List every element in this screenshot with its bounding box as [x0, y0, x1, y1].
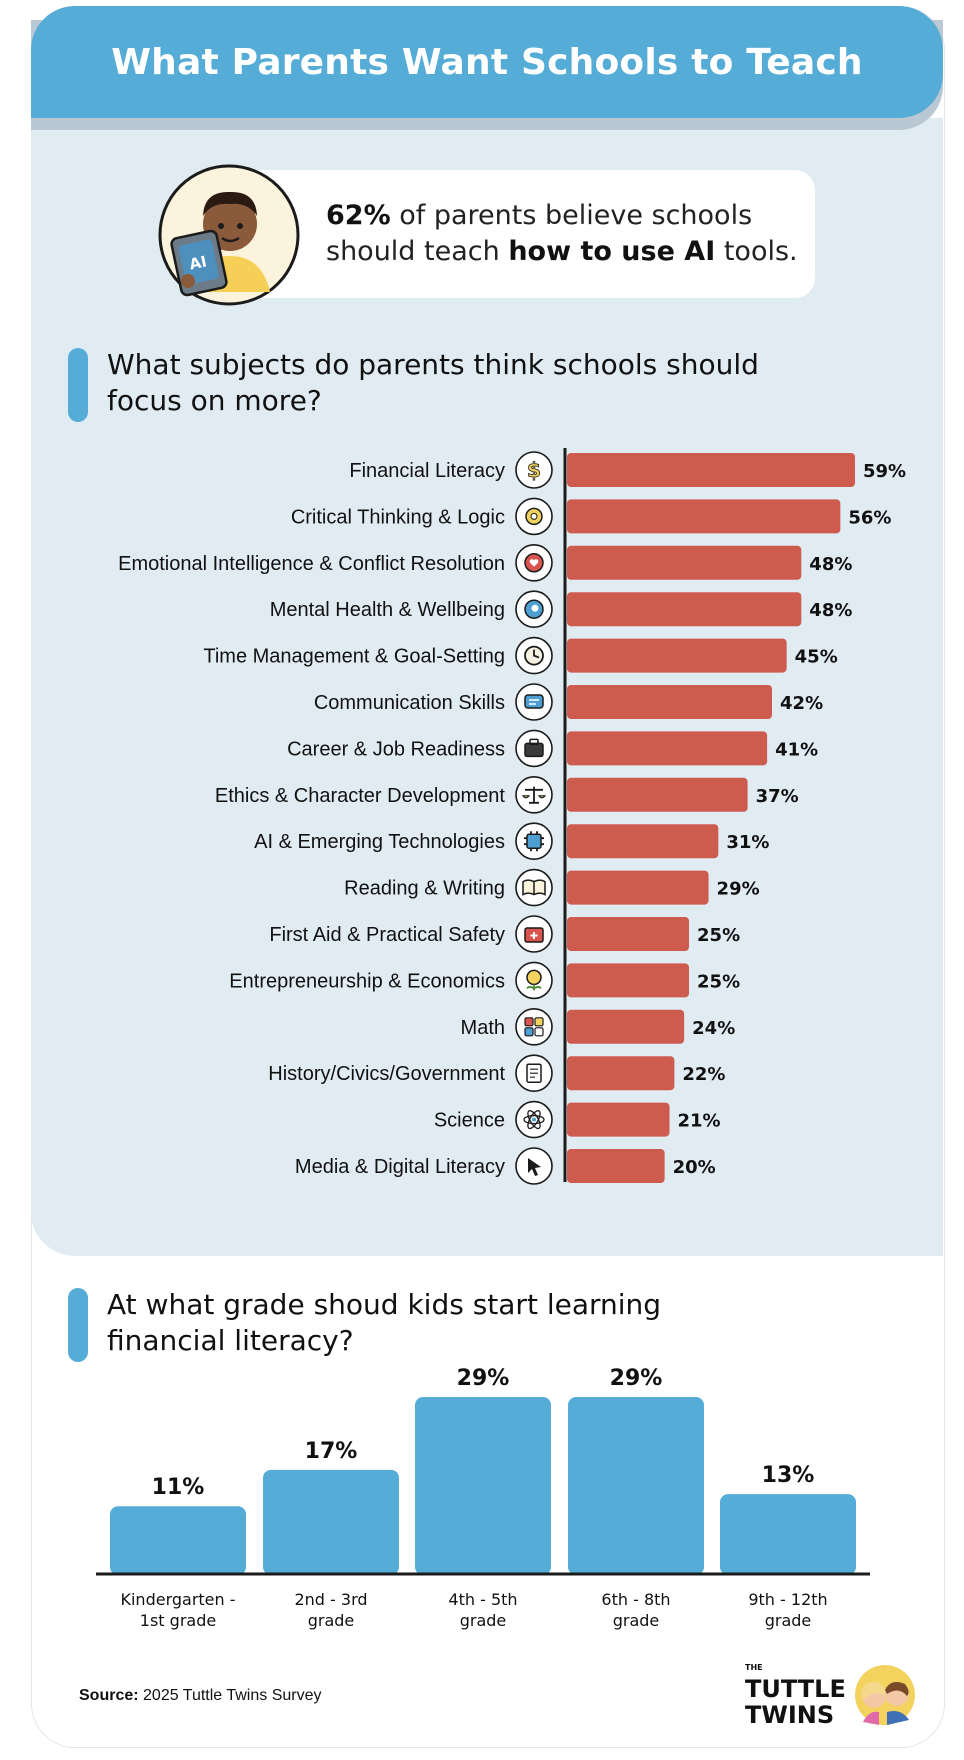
avatar-badge-text: AI — [188, 252, 209, 273]
child-with-tablet-illustration: AI — [158, 164, 300, 306]
callout-bold: how to use AI — [508, 236, 716, 267]
question2-line1: At what grade shoud kids start learning — [107, 1288, 662, 1321]
source-label: Source: — [79, 1687, 139, 1704]
source-note: Source: 2025 Tuttle Twins Survey — [79, 1687, 322, 1705]
question2-line2: financial literacy? — [107, 1324, 354, 1357]
source-text: 2025 Tuttle Twins Survey — [138, 1687, 322, 1704]
question2-accent — [68, 1288, 88, 1362]
question1-accent — [68, 348, 88, 422]
subjects-panel — [31, 118, 943, 1256]
callout-text-2: should teach — [326, 236, 509, 267]
title-banner: What Parents Want Schools to Teach — [31, 6, 943, 118]
question1-line1: What subjects do parents think schools s… — [107, 348, 759, 381]
page-title: What Parents Want Schools to Teach — [111, 41, 863, 83]
callout-text-1: of parents believe schools — [390, 200, 753, 231]
callout-text-3: tools. — [715, 236, 798, 267]
brand-line2: TWINS — [745, 1701, 834, 1729]
stat-callout — [235, 170, 815, 298]
callout-text: 62% of parents believe schools should te… — [326, 198, 798, 270]
brand-line1: TUTTLE — [745, 1675, 846, 1703]
question2-text: At what grade shoud kids start learning … — [107, 1287, 661, 1359]
question1-text: What subjects do parents think schools s… — [107, 347, 759, 419]
question1-line2: focus on more? — [107, 384, 322, 417]
brand-small: THE — [745, 1663, 763, 1672]
tuttle-twins-logo: THE TUTTLE TWINS — [745, 1663, 915, 1729]
callout-stat: 62% — [326, 200, 391, 231]
